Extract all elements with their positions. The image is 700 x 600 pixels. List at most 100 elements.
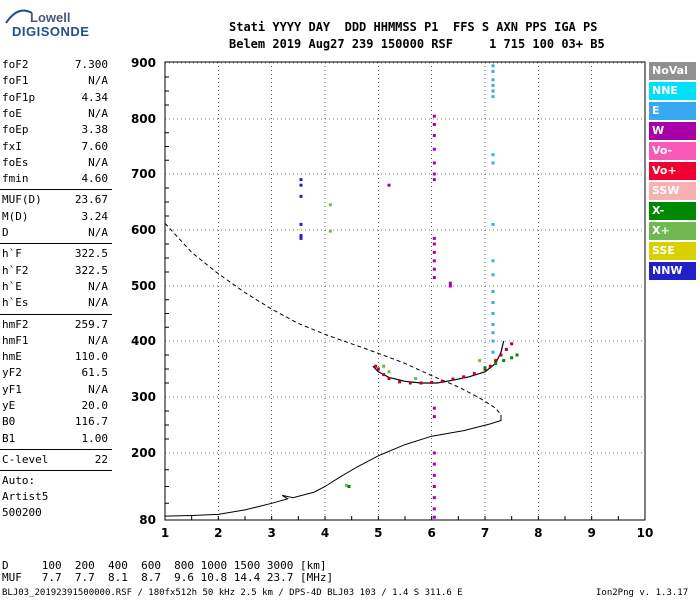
x-tick-label: 9 bbox=[587, 526, 595, 540]
y-tick-label: 700 bbox=[131, 167, 156, 181]
param-value: 1.00 bbox=[81, 431, 109, 445]
echo-point bbox=[387, 183, 391, 187]
echo-point bbox=[432, 134, 436, 137]
echo-point bbox=[299, 194, 303, 198]
x-tick-label: 3 bbox=[267, 526, 275, 540]
echo-point bbox=[432, 451, 436, 455]
param-separator bbox=[0, 189, 112, 191]
param-row: fmin 4.60 bbox=[0, 172, 108, 188]
legend-item-ssw: SSW bbox=[649, 182, 696, 200]
param-row: h`F 322.5 bbox=[0, 247, 108, 263]
echo-point bbox=[432, 473, 436, 477]
echo-point bbox=[328, 203, 332, 207]
param-row: hmF2 259.7 bbox=[0, 318, 108, 334]
echo-point bbox=[299, 183, 303, 187]
echo-point bbox=[419, 381, 423, 385]
echo-point bbox=[494, 361, 498, 365]
param-row: hmF1 N/A bbox=[0, 334, 108, 350]
param-value: 259.7 bbox=[74, 317, 108, 331]
auto-scaling-line2: Artist5 bbox=[2, 490, 49, 504]
echo-point bbox=[491, 331, 495, 335]
param-label: hmF2 bbox=[2, 317, 29, 331]
param-row: fxI 7.60 bbox=[0, 140, 108, 156]
param-value: 116.7 bbox=[74, 415, 108, 429]
param-value: 3.38 bbox=[81, 123, 109, 137]
param-label: h`E bbox=[2, 279, 22, 293]
param-row: B1 1.00 bbox=[0, 432, 108, 448]
echo-point bbox=[472, 371, 476, 375]
echo-point bbox=[382, 364, 386, 368]
param-separator bbox=[0, 470, 112, 472]
param-label: fmin bbox=[2, 172, 29, 186]
param-value: N/A bbox=[88, 226, 108, 239]
param-label: D bbox=[2, 226, 9, 239]
param-row: C-level 22 bbox=[0, 453, 108, 469]
y-tick-label: 200 bbox=[131, 446, 156, 460]
param-row: h`Es N/A bbox=[0, 296, 108, 312]
param-value: 61.5 bbox=[81, 366, 109, 380]
param-value: 322.5 bbox=[74, 247, 108, 261]
param-row: yF2 61.5 bbox=[0, 366, 108, 382]
param-label: hmE bbox=[2, 350, 22, 364]
param-value: 3.24 bbox=[81, 209, 109, 223]
echo-point bbox=[491, 69, 495, 73]
param-value: 4.60 bbox=[81, 172, 109, 186]
echo-point bbox=[299, 222, 303, 226]
echo-point bbox=[387, 370, 391, 374]
header-values: Belem 2019 Aug27 239 150000 RSF 1 715 10… bbox=[229, 37, 605, 51]
param-row: foEs N/A bbox=[0, 156, 108, 172]
param-label: h`F bbox=[2, 247, 22, 261]
auto-scaling-line1: Auto: bbox=[2, 474, 36, 488]
echo-point bbox=[328, 229, 332, 233]
y-tick-label: 300 bbox=[131, 390, 156, 404]
echo-point bbox=[432, 507, 436, 511]
param-value: 23.67 bbox=[74, 193, 108, 207]
param-value: 7.60 bbox=[81, 139, 109, 153]
distance-row: D 100 200 400 600 800 1000 1500 3000 [km… bbox=[2, 559, 327, 572]
param-row: MUF(D) 23.67 bbox=[0, 193, 108, 209]
echo-point bbox=[491, 83, 495, 87]
echo-point bbox=[432, 147, 436, 151]
echo-point bbox=[382, 373, 386, 377]
param-label: B1 bbox=[2, 431, 16, 445]
echo-point bbox=[432, 496, 436, 500]
echo-point bbox=[448, 284, 452, 288]
legend-item-vo: Vo+ bbox=[649, 162, 696, 180]
logo-lowell: Lowell bbox=[30, 10, 71, 25]
param-label: foF2 bbox=[2, 58, 29, 71]
param-value: N/A bbox=[88, 74, 108, 88]
echo-point bbox=[491, 78, 495, 82]
virtual-height-trace bbox=[372, 340, 505, 384]
echo-point bbox=[491, 222, 495, 226]
param-label: yE bbox=[2, 399, 16, 412]
param-row: foF2 7.300 bbox=[0, 58, 108, 74]
echo-point bbox=[491, 153, 495, 157]
header-labels: Stati YYYY DAY DDD HHMMSS P1 FFS S AXN P… bbox=[229, 20, 598, 34]
echo-point bbox=[491, 290, 495, 293]
echo-point bbox=[432, 123, 436, 126]
density-profile-solid bbox=[164, 414, 502, 517]
param-row: h`F2 322.5 bbox=[0, 264, 108, 280]
echo-point bbox=[299, 178, 303, 182]
param-label: h`Es bbox=[2, 296, 29, 310]
echo-point bbox=[432, 242, 436, 246]
echo-point bbox=[432, 462, 436, 466]
echo-point bbox=[502, 359, 506, 363]
echo-point bbox=[515, 353, 519, 357]
echo-point bbox=[432, 114, 436, 118]
param-label: foE bbox=[2, 106, 22, 120]
legend-item-nnw: NNW bbox=[649, 262, 696, 280]
echo-point bbox=[491, 339, 495, 343]
y-tick-label: 800 bbox=[131, 112, 156, 126]
echo-point bbox=[432, 267, 436, 271]
echo-point bbox=[299, 234, 303, 238]
echo-point bbox=[414, 377, 418, 381]
echo-point bbox=[408, 381, 412, 385]
y-tick-label: 600 bbox=[131, 223, 156, 237]
param-label: B0 bbox=[2, 415, 16, 429]
param-value: N/A bbox=[88, 333, 108, 347]
echo-point bbox=[347, 485, 351, 488]
echo-point bbox=[510, 356, 514, 360]
param-separator bbox=[0, 448, 112, 450]
legend-item-e: E bbox=[649, 102, 696, 120]
